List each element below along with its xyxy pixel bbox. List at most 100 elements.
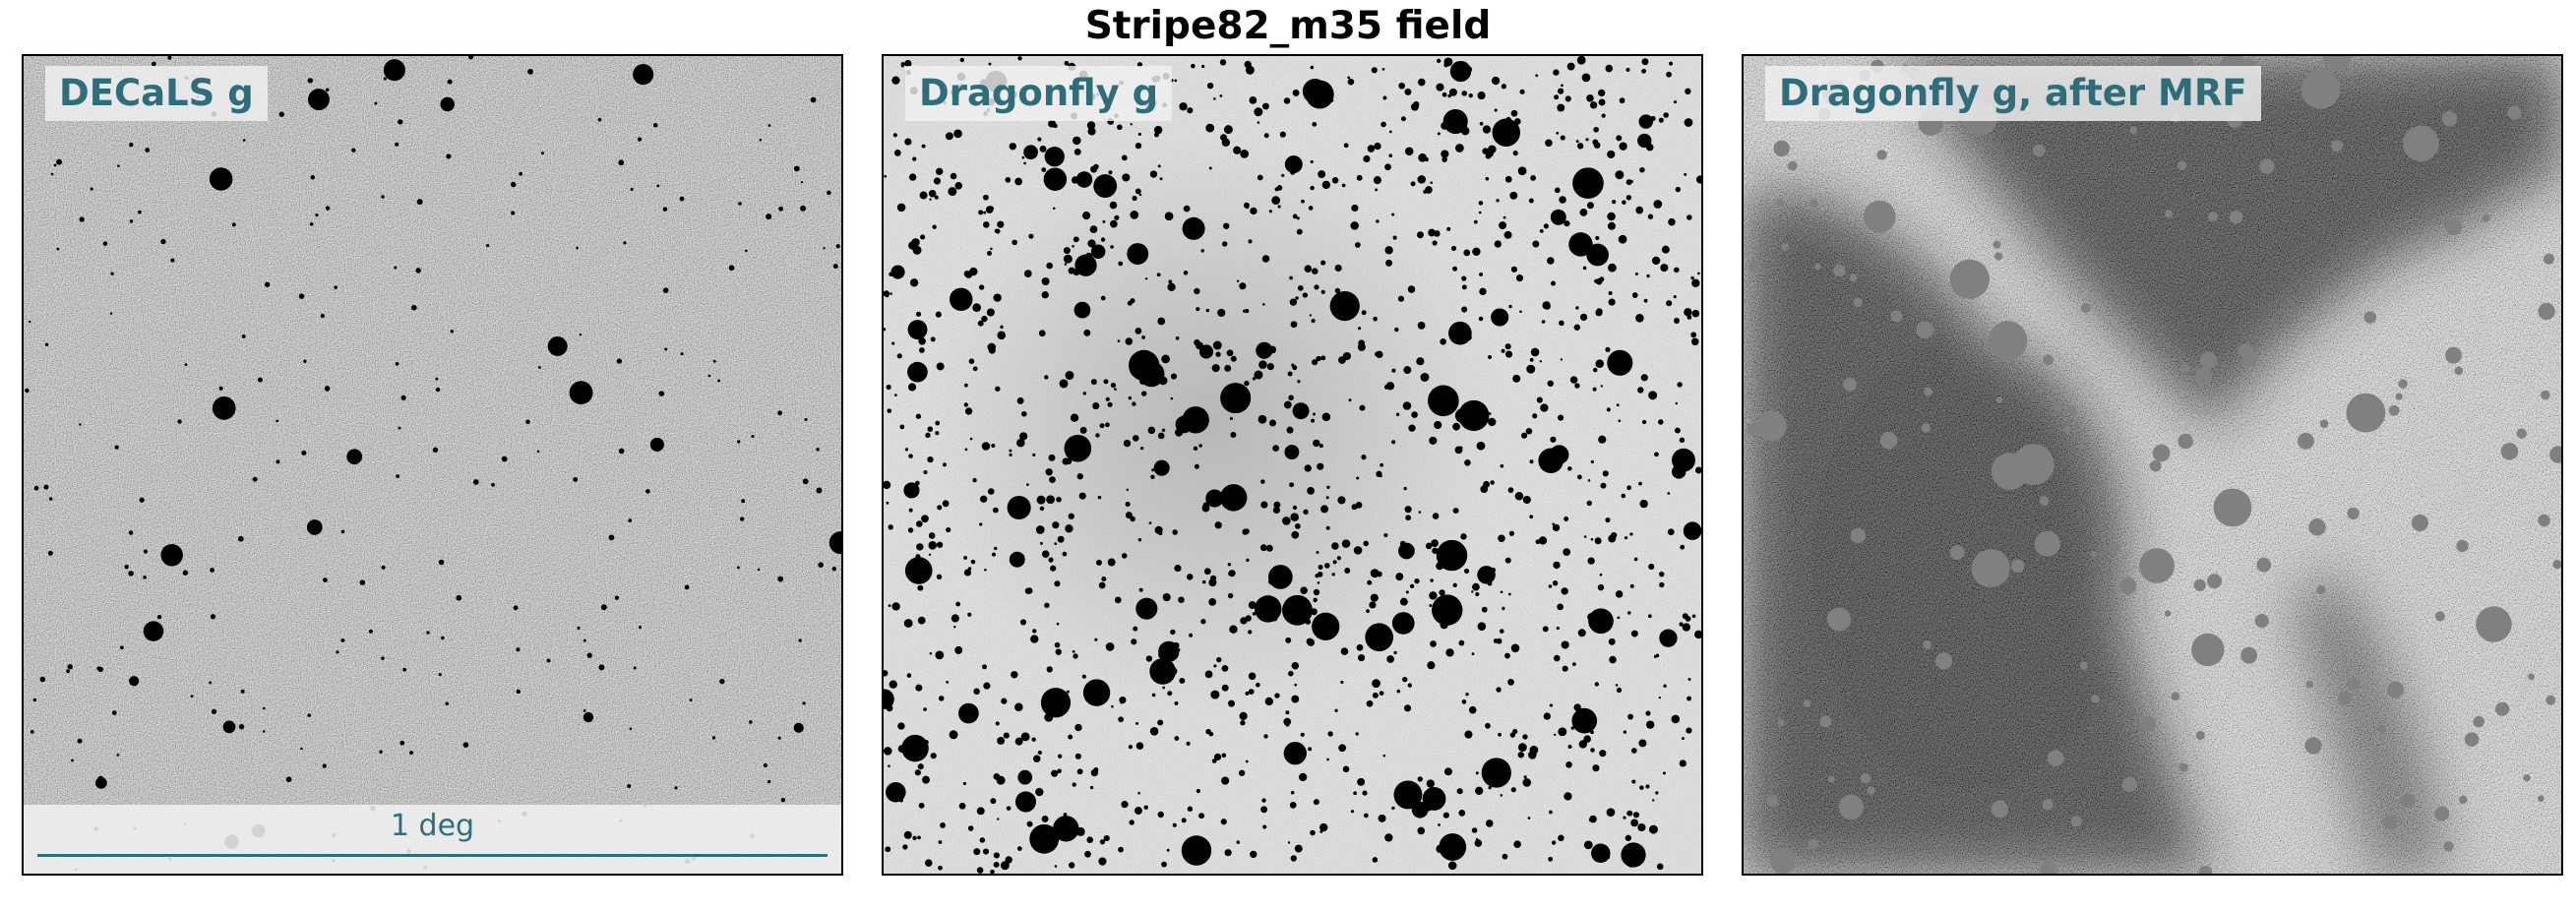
star-mark bbox=[1174, 565, 1182, 573]
star-mark bbox=[1340, 647, 1349, 655]
star-mark bbox=[1312, 612, 1340, 640]
star-mark bbox=[1461, 275, 1467, 281]
star-mark bbox=[2443, 841, 2454, 852]
star-mark bbox=[1428, 228, 1436, 237]
star-mark bbox=[583, 709, 586, 712]
star-mark bbox=[938, 840, 943, 844]
star-mark bbox=[1654, 452, 1659, 457]
star-mark bbox=[1313, 588, 1320, 596]
star-mark bbox=[1046, 262, 1053, 270]
star-mark bbox=[1089, 785, 1094, 790]
star-mark bbox=[1297, 284, 1304, 291]
star-mark bbox=[627, 784, 632, 789]
star-mark bbox=[707, 374, 711, 378]
star-mark bbox=[1229, 625, 1238, 634]
star-mark bbox=[1663, 684, 1667, 688]
star-mark bbox=[1157, 719, 1164, 726]
star-mark bbox=[1100, 237, 1106, 242]
star-mark bbox=[67, 664, 73, 670]
star-mark bbox=[1144, 277, 1148, 280]
star-mark bbox=[1445, 648, 1454, 657]
star-mark bbox=[1553, 69, 1560, 76]
star-mark bbox=[1591, 843, 1611, 864]
star-mark bbox=[963, 569, 972, 577]
star-mark bbox=[1519, 89, 1525, 94]
star-mark bbox=[1556, 131, 1560, 135]
star-mark bbox=[1538, 448, 1564, 473]
star-mark bbox=[1291, 530, 1300, 539]
star-mark bbox=[379, 750, 383, 754]
star-mark bbox=[1037, 750, 1042, 756]
star-mark bbox=[2395, 393, 2403, 400]
star-mark bbox=[1164, 212, 1174, 221]
star-mark bbox=[1137, 538, 1142, 542]
star-mark bbox=[1324, 563, 1330, 569]
star-mark bbox=[1443, 767, 1452, 776]
star-mark bbox=[2091, 695, 2100, 703]
star-mark bbox=[995, 386, 1001, 392]
star-mark bbox=[1014, 177, 1023, 186]
star-mark bbox=[1773, 140, 1790, 157]
star-mark bbox=[802, 701, 806, 705]
star-mark bbox=[109, 312, 113, 315]
star-mark bbox=[1539, 228, 1544, 233]
star-mark bbox=[1135, 188, 1141, 195]
star-mark bbox=[1210, 690, 1220, 699]
star-mark bbox=[886, 781, 906, 803]
star-mark bbox=[1329, 290, 1360, 322]
star-mark bbox=[1781, 243, 1790, 252]
star-mark bbox=[1039, 506, 1045, 512]
star-mark bbox=[919, 347, 925, 353]
star-mark bbox=[907, 383, 917, 392]
star-mark bbox=[886, 384, 891, 391]
star-mark bbox=[1289, 482, 1295, 488]
star-mark bbox=[884, 174, 888, 178]
star-mark bbox=[1515, 274, 1524, 282]
star-mark bbox=[1558, 88, 1564, 94]
star-mark bbox=[1525, 427, 1533, 435]
star-mark bbox=[1612, 199, 1617, 205]
star-mark bbox=[1695, 175, 1701, 184]
star-mark bbox=[777, 736, 781, 740]
star-mark bbox=[2538, 302, 2555, 321]
star-mark bbox=[308, 89, 330, 111]
star-mark bbox=[1263, 133, 1269, 139]
star-mark bbox=[1605, 346, 1611, 352]
star-mark bbox=[1194, 287, 1200, 295]
star-mark bbox=[1211, 364, 1220, 373]
star-mark bbox=[1667, 492, 1671, 495]
star-mark bbox=[1787, 160, 1798, 171]
star-mark bbox=[48, 497, 53, 501]
star-mark bbox=[569, 381, 593, 405]
star-mark bbox=[1236, 279, 1240, 282]
star-mark bbox=[1934, 652, 1953, 670]
star-mark bbox=[930, 753, 937, 759]
star-mark bbox=[1239, 711, 1248, 720]
star-mark bbox=[1639, 785, 1644, 790]
star-mark bbox=[2070, 816, 2082, 827]
star-mark bbox=[1662, 771, 1666, 775]
star-mark bbox=[1133, 626, 1138, 632]
star-mark bbox=[1655, 791, 1659, 795]
star-mark bbox=[1682, 613, 1688, 620]
star-mark bbox=[972, 366, 978, 372]
star-mark bbox=[1283, 717, 1292, 726]
star-mark bbox=[1049, 476, 1056, 484]
star-mark bbox=[897, 745, 906, 754]
star-mark bbox=[1331, 573, 1335, 577]
star-mark bbox=[400, 395, 406, 400]
star-mark bbox=[2482, 213, 2490, 222]
star-mark bbox=[1217, 308, 1226, 318]
star-mark bbox=[1012, 239, 1017, 246]
star-mark bbox=[1350, 810, 1355, 814]
star-mark bbox=[1045, 468, 1053, 476]
star-mark bbox=[1287, 841, 1291, 844]
star-mark bbox=[1296, 228, 1303, 235]
star-mark bbox=[2171, 692, 2180, 701]
star-mark bbox=[2338, 691, 2352, 705]
star-mark bbox=[395, 362, 399, 366]
star-mark bbox=[1687, 454, 1694, 461]
star-mark bbox=[1674, 318, 1681, 324]
star-mark bbox=[1625, 179, 1632, 186]
star-mark bbox=[1014, 737, 1023, 746]
